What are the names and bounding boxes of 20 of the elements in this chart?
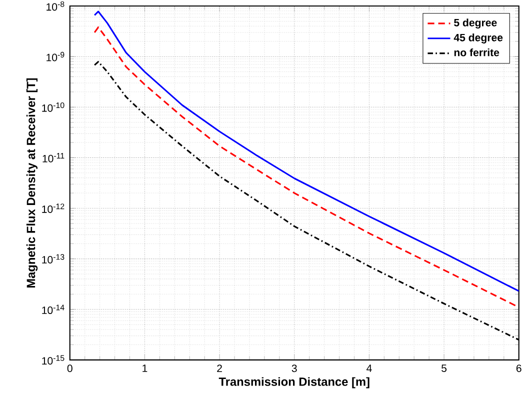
legend-label: 45 degree — [454, 34, 503, 44]
y-tick-label: 10$^{-14}$ — [42, 304, 64, 314]
x-tick-label: 0 — [67, 364, 72, 372]
y-tick-label: 10$^{-10}$ — [42, 102, 64, 112]
y-tick-label: 10$^{-12}$ — [42, 204, 64, 213]
x-tick-label: 4 — [366, 364, 372, 372]
y-tick-label: 10$^{-8}$ — [46, 1, 64, 11]
legend-label: 5 degree — [454, 18, 497, 29]
x-tick-label: 2 — [217, 364, 222, 372]
y-tick-label: 10$^{-11}$ — [42, 153, 64, 162]
legend-label: no ferrite — [454, 48, 500, 56]
y-tick-label: 10$^{-13}$ — [42, 254, 64, 264]
x-tick-label: 3 — [292, 364, 297, 372]
x-tick-label: 1 — [142, 364, 148, 372]
x-tick-label: 6 — [516, 364, 522, 372]
y-tick-label: 10$^{-9}$ — [46, 52, 64, 62]
y-axis-title: Magnetic Flux Density at Receiver [T] — [26, 78, 38, 288]
x-axis-title: Transmission Distance [m] — [218, 377, 370, 388]
x-tick-label: 5 — [442, 364, 447, 372]
y-tick-label: 10$^{-15}$ — [42, 355, 64, 365]
